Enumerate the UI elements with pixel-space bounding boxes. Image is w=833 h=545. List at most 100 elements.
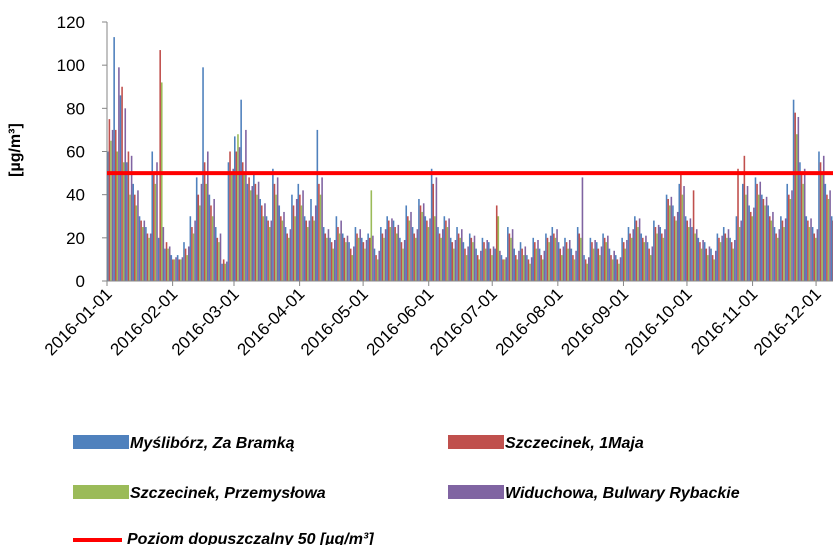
bar [205,183,208,281]
bar [392,220,395,281]
bar [448,218,450,281]
bar [459,237,462,281]
bar [694,233,696,281]
bar [792,99,795,281]
bar [505,257,508,281]
bar [314,205,317,281]
bar [373,248,376,281]
bar [308,220,311,281]
bar [451,242,454,281]
bar [130,155,133,281]
bar [635,220,638,281]
bar [467,246,469,281]
bar [756,183,758,281]
bar [416,229,419,281]
bar [172,259,174,281]
bar [805,216,808,281]
bar [749,211,752,281]
x-tick-label: 2016-05-01 [297,284,372,359]
bar [175,257,177,281]
bar [718,237,720,281]
bar [764,205,766,281]
bar [210,205,212,281]
bar [621,237,623,281]
bar [649,255,652,281]
bar [418,198,420,281]
bar [127,151,130,281]
legend-swatch [448,485,504,499]
bar [538,248,541,281]
bar [343,237,346,281]
bar [768,216,771,281]
bar [380,227,382,281]
bar [199,205,201,281]
bar [351,255,354,281]
bar [721,235,723,281]
bar [584,259,587,281]
bar [313,220,315,281]
bar [186,255,188,281]
bar [643,242,646,281]
bar [532,237,535,281]
bar [240,99,242,281]
bar [124,108,127,281]
bar [399,237,401,281]
bar [626,239,628,281]
bar [434,216,436,281]
bar [622,242,625,281]
bar [281,220,284,281]
bar [251,186,254,281]
bar [514,255,517,281]
bar [445,220,447,281]
bar [187,246,190,281]
bar [732,248,735,281]
bar [727,229,730,281]
bar [719,242,722,281]
bar [494,248,496,281]
bar [299,194,301,281]
bar [353,246,355,281]
bar [778,229,781,281]
bar [708,246,711,281]
bar [329,237,331,281]
bar [827,198,830,281]
bar [360,237,363,281]
bar [391,218,393,281]
bar [227,162,230,281]
bar [235,151,238,281]
bar [478,259,481,281]
bar [651,246,654,281]
bar [280,216,282,281]
bar [408,220,411,281]
bar [146,233,149,281]
bar [653,220,655,281]
bar [184,248,187,281]
bar [367,233,369,281]
bar [426,220,428,281]
bar [143,220,146,281]
bar [602,233,604,281]
bar [683,186,685,281]
bar [753,207,755,281]
bar [557,242,560,281]
bar [207,151,209,281]
bar [773,227,776,281]
bar [289,229,292,281]
bar [265,216,268,281]
bar [815,237,817,281]
bar [795,134,798,281]
bar [238,147,241,281]
bar [357,237,360,281]
bar [359,229,361,281]
bar [224,263,227,281]
bar [108,119,111,281]
legend-swatch [448,435,504,449]
bar [319,194,322,281]
bar [348,242,350,281]
bar [627,227,630,281]
bar [226,261,228,281]
bar [767,205,769,281]
bar [222,259,225,281]
bar [664,229,666,281]
bar [632,229,635,281]
